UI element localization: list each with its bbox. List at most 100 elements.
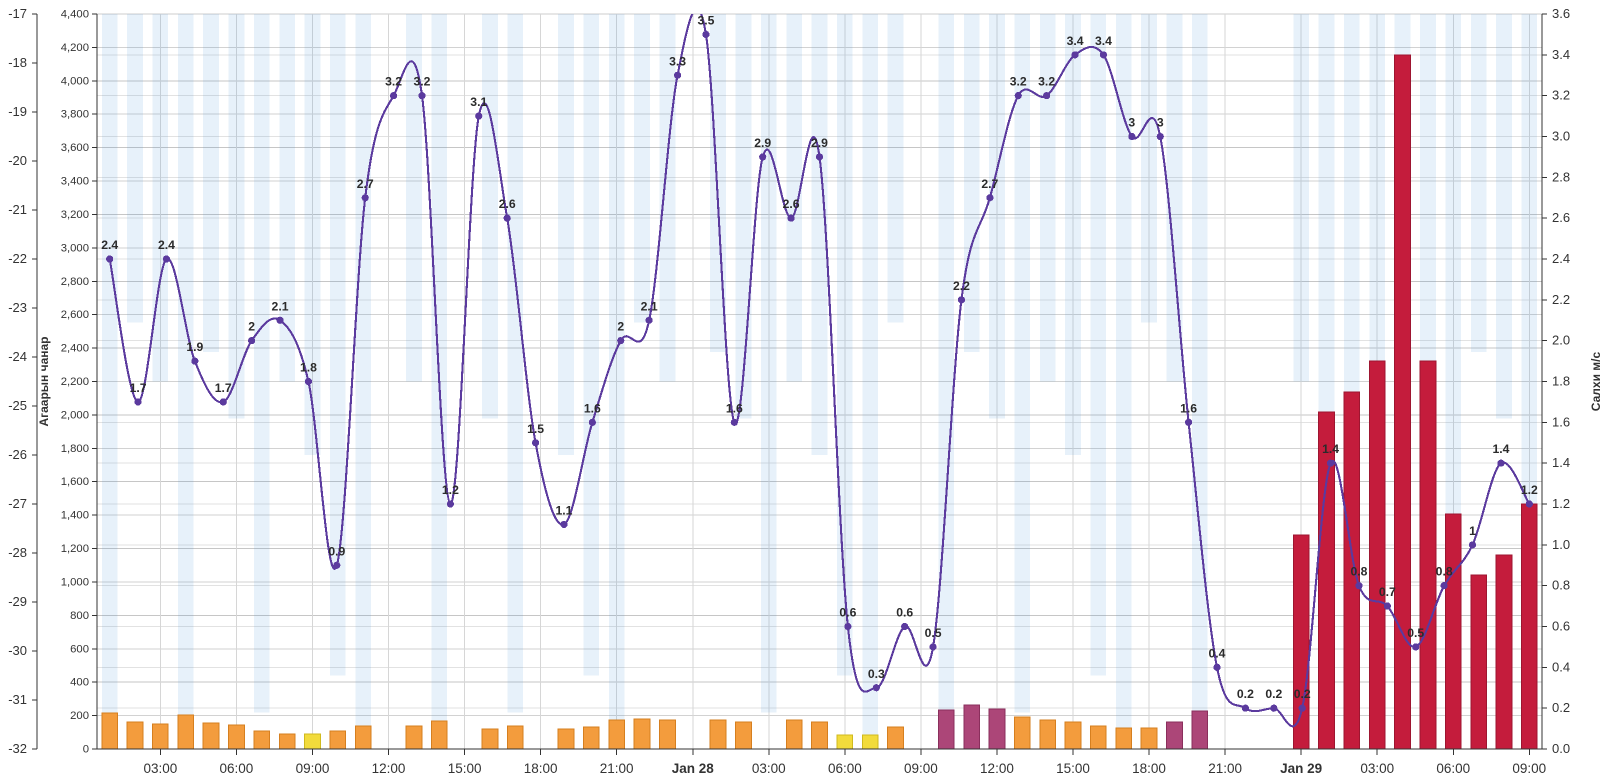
svg-text:1.1: 1.1 [555, 503, 572, 517]
svg-text:2,800: 2,800 [61, 276, 89, 288]
svg-text:-31: -31 [8, 692, 27, 707]
svg-text:1.7: 1.7 [130, 381, 147, 395]
svg-text:1.8: 1.8 [300, 361, 317, 375]
svg-text:15:00: 15:00 [1056, 761, 1090, 776]
svg-text:2.6: 2.6 [783, 197, 800, 211]
svg-text:3.6: 3.6 [1552, 6, 1570, 21]
svg-text:-27: -27 [8, 496, 27, 511]
svg-text:3.1: 3.1 [470, 95, 487, 109]
svg-text:2.4: 2.4 [1552, 251, 1570, 266]
svg-text:4,200: 4,200 [61, 42, 89, 54]
svg-text:2.2: 2.2 [953, 279, 970, 293]
svg-text:-30: -30 [8, 643, 27, 658]
svg-text:0.6: 0.6 [896, 606, 913, 620]
svg-text:0.0: 0.0 [1552, 741, 1570, 756]
svg-text:-25: -25 [8, 398, 27, 413]
svg-text:Jan 28: Jan 28 [672, 761, 715, 776]
svg-text:2.1: 2.1 [272, 299, 289, 313]
svg-text:0.8: 0.8 [1436, 565, 1453, 579]
svg-text:0.5: 0.5 [1407, 626, 1424, 640]
svg-text:0.6: 0.6 [839, 606, 856, 620]
svg-text:0: 0 [83, 744, 89, 756]
svg-text:2.2: 2.2 [1552, 292, 1570, 307]
svg-text:2.9: 2.9 [811, 136, 828, 150]
svg-text:600: 600 [70, 643, 89, 655]
svg-text:18:00: 18:00 [524, 761, 558, 776]
svg-text:3.5: 3.5 [697, 13, 714, 27]
svg-text:03:00: 03:00 [752, 761, 786, 776]
svg-text:1.4: 1.4 [1552, 455, 1570, 470]
svg-text:0.4: 0.4 [1209, 646, 1226, 660]
svg-text:1,800: 1,800 [61, 443, 89, 455]
svg-text:1.6: 1.6 [726, 401, 743, 415]
svg-text:2,200: 2,200 [61, 376, 89, 388]
svg-text:3: 3 [1157, 116, 1164, 130]
svg-text:3: 3 [1128, 116, 1135, 130]
svg-text:1.2: 1.2 [442, 483, 459, 497]
svg-text:0.2: 0.2 [1237, 687, 1254, 701]
svg-text:-23: -23 [8, 300, 27, 315]
svg-text:1.2: 1.2 [1521, 483, 1538, 497]
svg-text:3.3: 3.3 [669, 54, 686, 68]
svg-text:1.9: 1.9 [186, 340, 203, 354]
svg-text:1.5: 1.5 [527, 422, 544, 436]
svg-text:-28: -28 [8, 545, 27, 560]
svg-text:2,400: 2,400 [61, 343, 89, 355]
svg-text:4,400: 4,400 [61, 9, 89, 21]
svg-text:3.2: 3.2 [1010, 75, 1027, 89]
svg-text:06:00: 06:00 [828, 761, 862, 776]
svg-text:09:00: 09:00 [1512, 761, 1546, 776]
svg-text:-22: -22 [8, 251, 27, 266]
svg-text:-20: -20 [8, 153, 27, 168]
svg-text:1,200: 1,200 [61, 543, 89, 555]
svg-text:2.0: 2.0 [1552, 333, 1570, 348]
svg-text:3.2: 3.2 [385, 75, 402, 89]
svg-text:0.8: 0.8 [1350, 565, 1367, 579]
svg-text:1,400: 1,400 [61, 510, 89, 522]
svg-text:06:00: 06:00 [220, 761, 254, 776]
svg-text:3.0: 3.0 [1552, 129, 1570, 144]
svg-text:Салхи м/с: Салхи м/с [1589, 351, 1600, 411]
svg-text:0.3: 0.3 [868, 667, 885, 681]
svg-text:3.2: 3.2 [1552, 88, 1570, 103]
svg-text:06:00: 06:00 [1436, 761, 1470, 776]
svg-text:1.7: 1.7 [215, 381, 232, 395]
svg-text:3.2: 3.2 [414, 75, 431, 89]
svg-text:1,600: 1,600 [61, 476, 89, 488]
svg-text:09:00: 09:00 [296, 761, 330, 776]
svg-text:3,400: 3,400 [61, 176, 89, 188]
svg-text:0.8: 0.8 [1552, 578, 1570, 593]
svg-text:1: 1 [1469, 524, 1476, 538]
svg-text:12:00: 12:00 [372, 761, 406, 776]
svg-text:12:00: 12:00 [980, 761, 1014, 776]
svg-text:0.2: 0.2 [1265, 687, 1282, 701]
svg-text:800: 800 [70, 610, 89, 622]
svg-text:2.7: 2.7 [357, 177, 374, 191]
svg-text:1.4: 1.4 [1492, 442, 1509, 456]
svg-text:2.8: 2.8 [1552, 169, 1570, 184]
svg-text:1.0: 1.0 [1552, 537, 1570, 552]
svg-text:09:00: 09:00 [904, 761, 938, 776]
svg-text:2.6: 2.6 [499, 197, 516, 211]
svg-text:3.4: 3.4 [1552, 47, 1570, 62]
svg-text:2.4: 2.4 [158, 238, 175, 252]
svg-text:3.2: 3.2 [1038, 75, 1055, 89]
svg-text:-18: -18 [8, 55, 27, 70]
svg-text:-26: -26 [8, 447, 27, 462]
svg-text:2: 2 [248, 320, 255, 334]
svg-text:1.8: 1.8 [1552, 374, 1570, 389]
svg-text:03:00: 03:00 [1360, 761, 1394, 776]
svg-text:2.1: 2.1 [641, 299, 658, 313]
svg-text:Агаарын чанар: Агаарын чанар [37, 336, 51, 426]
svg-text:-32: -32 [8, 741, 27, 756]
svg-text:1.6: 1.6 [1180, 401, 1197, 415]
svg-text:0.6: 0.6 [1552, 619, 1570, 634]
svg-text:0.5: 0.5 [925, 626, 942, 640]
svg-text:2: 2 [617, 320, 624, 334]
svg-text:18:00: 18:00 [1132, 761, 1166, 776]
svg-text:Jan 29: Jan 29 [1280, 761, 1322, 776]
svg-text:3,200: 3,200 [61, 209, 89, 221]
svg-text:2.6: 2.6 [1552, 210, 1570, 225]
svg-text:1.6: 1.6 [1552, 414, 1570, 429]
svg-text:0.2: 0.2 [1552, 700, 1570, 715]
